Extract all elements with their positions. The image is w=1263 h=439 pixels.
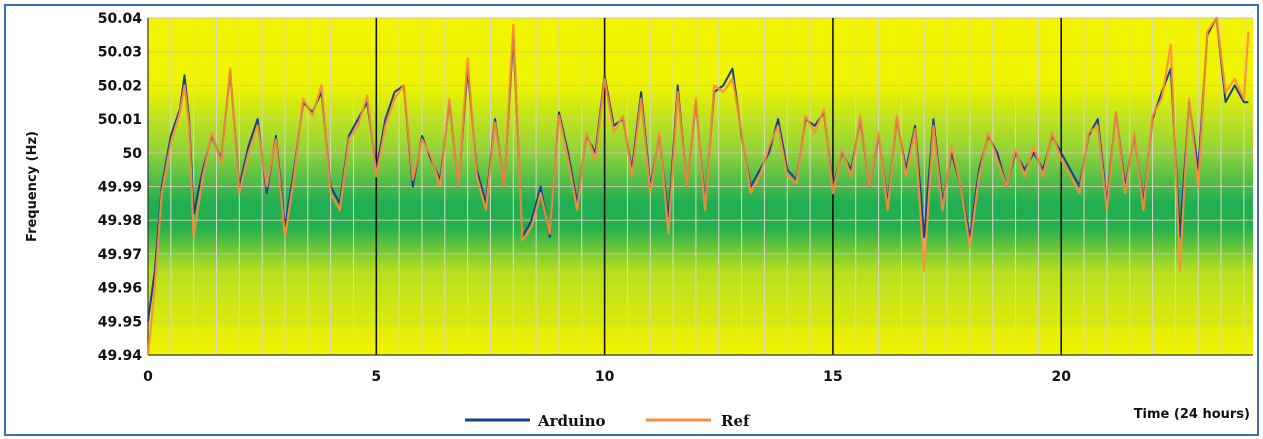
chart-frame: [4, 4, 1259, 436]
y-tick-label: 49.94: [98, 348, 143, 364]
x-tick-label: 15: [823, 369, 842, 385]
y-tick-label: 49.96: [98, 281, 142, 297]
y-tick-label: 49.98: [98, 213, 142, 229]
x-tick-label: 5: [371, 369, 381, 385]
y-tick-label: 49.97: [98, 247, 142, 263]
x-tick-label: 0: [143, 369, 153, 385]
y-tick-label: 50: [123, 146, 143, 162]
y-tick-label: 50.03: [98, 45, 142, 61]
y-tick-label: 50.01: [98, 112, 142, 128]
y-tick-label: 50.04: [98, 11, 143, 27]
x-axis-label: Time (24 hours): [1134, 407, 1250, 422]
y-tick-label: 49.99: [98, 180, 142, 196]
legend-label-ref: Ref: [721, 412, 751, 430]
series-line-ref: [146, 16, 1250, 356]
x-tick-labels: 0 5 10 15 20: [143, 369, 1071, 385]
y-tick-label: 49.95: [98, 314, 142, 330]
x-tick-label: 10: [595, 369, 615, 385]
x-tick-label: 20: [1051, 369, 1071, 385]
y-tick-label: 50.02: [98, 78, 142, 94]
series-lines: [146, 16, 1250, 356]
y-axis-label: Frequency (Hz): [25, 131, 40, 242]
y-tick-labels: 49.94 49.95 49.96 49.97 49.98 49.99 50 50.01 50.…: [98, 11, 143, 364]
legend-label-arduino: Arduino: [537, 412, 606, 430]
axes: [147, 18, 1253, 356]
legend: Arduino Ref: [465, 412, 751, 430]
